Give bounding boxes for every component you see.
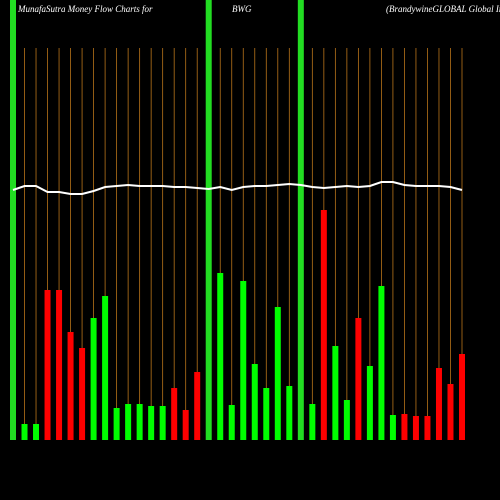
chart-title: MunafaSutra Money Flow Charts for — [17, 4, 153, 14]
bar — [447, 384, 454, 440]
bar — [343, 400, 350, 440]
bar — [332, 346, 339, 440]
bar — [67, 332, 74, 440]
bar — [228, 405, 235, 440]
bar — [33, 424, 40, 440]
bar — [171, 388, 178, 440]
bar — [194, 372, 201, 440]
bar — [274, 307, 281, 440]
bar — [320, 210, 327, 440]
bar — [240, 281, 247, 440]
bar — [56, 290, 63, 440]
bar — [159, 406, 166, 440]
bar — [79, 348, 86, 440]
highlight — [10, 0, 16, 440]
chart-subtitle: (BrandywineGLOBAL Global In — [386, 4, 500, 14]
marks — [10, 0, 465, 440]
bar — [435, 368, 442, 440]
highlight — [205, 0, 212, 440]
bar — [125, 404, 132, 440]
bar — [401, 414, 408, 440]
chart-symbol: BWG — [232, 4, 252, 14]
bar — [90, 318, 97, 440]
bar — [389, 415, 396, 440]
bar — [309, 404, 316, 440]
bar — [251, 364, 258, 440]
bar — [424, 416, 431, 440]
bar — [459, 354, 465, 440]
money-flow-line — [12, 181, 463, 195]
bar — [217, 273, 224, 440]
bar — [102, 296, 109, 440]
highlight — [297, 0, 304, 440]
bar — [44, 290, 51, 440]
bar — [182, 410, 189, 440]
bar — [263, 388, 270, 440]
bar — [148, 406, 155, 440]
bar — [113, 408, 120, 440]
bar — [412, 416, 419, 440]
bar — [378, 286, 385, 440]
bar — [355, 318, 362, 440]
bar — [136, 404, 143, 440]
bar — [21, 424, 28, 440]
bar — [366, 366, 373, 440]
bar — [286, 386, 293, 440]
